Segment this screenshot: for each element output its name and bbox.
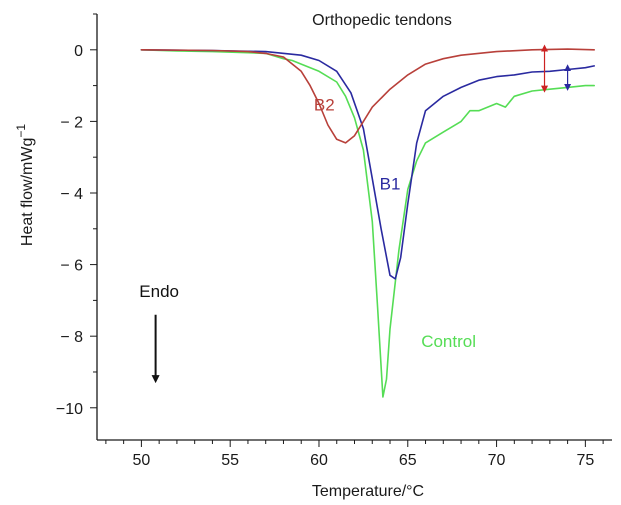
y-tick-label: −10 (56, 401, 83, 418)
y-ticks: 0 − 2 − 4 − 6 − 8 −10 (56, 13, 97, 418)
y-tick-label: − 2 (60, 114, 83, 131)
annotation-endo: Endo (139, 282, 179, 301)
series-layer (140, 48, 595, 398)
series-line-control (140, 49, 595, 398)
x-tick-label: 55 (221, 452, 239, 469)
x-tick-label: 75 (576, 452, 594, 469)
y-axis-title: Heat flow/mWg−1 (14, 124, 36, 246)
arrow-layer (151, 44, 572, 384)
axes (96, 14, 612, 441)
x-tick-label: 60 (310, 452, 328, 469)
x-axis-title: Temperature/°C (312, 483, 424, 500)
x-tick-label: 65 (399, 452, 417, 469)
annotation-b2: B2 (314, 96, 335, 115)
x-tick-label: 50 (132, 452, 150, 469)
chart-title: Orthopedic tendons (312, 12, 452, 29)
annotation-layer: B2 B1 Control Endo (139, 96, 476, 351)
series-line-b1 (140, 49, 595, 280)
x-tick-label: 70 (488, 452, 506, 469)
annotation-control: Control (421, 332, 476, 351)
annotation-b1: B1 (380, 174, 401, 193)
y-tick-label: − 4 (60, 186, 83, 203)
y-tick-label: − 6 (60, 258, 83, 275)
x-ticks: 50 55 60 65 70 75 (105, 440, 604, 469)
series-line-b2 (140, 48, 595, 144)
y-tick-label: 0 (74, 43, 83, 60)
y-axis-title-sup: −1 (14, 124, 28, 138)
y-axis-title-main: Heat flow/mWg (19, 138, 36, 246)
y-tick-label: − 8 (60, 329, 83, 346)
